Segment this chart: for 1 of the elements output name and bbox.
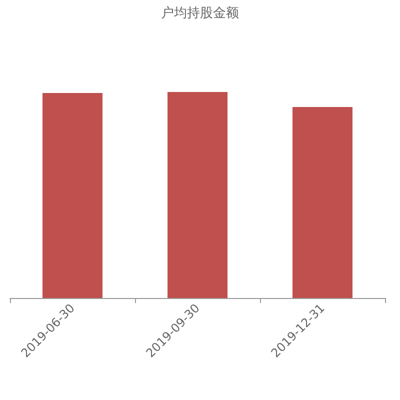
chart-title: 户均持股金额: [161, 6, 239, 21]
